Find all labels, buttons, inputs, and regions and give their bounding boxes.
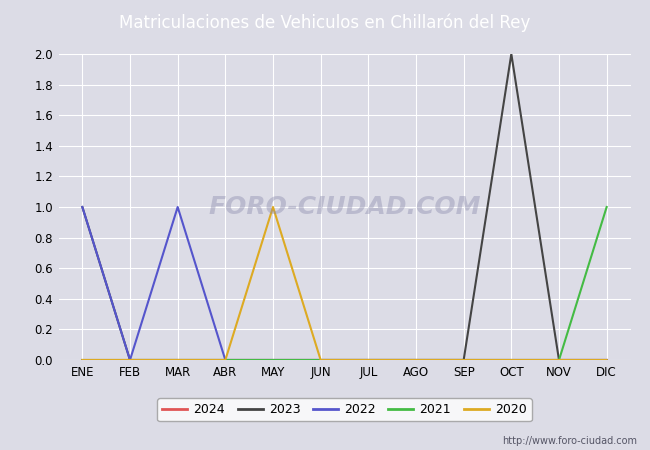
Text: http://www.foro-ciudad.com: http://www.foro-ciudad.com <box>502 436 637 446</box>
Text: FORO-CIUDAD.COM: FORO-CIUDAD.COM <box>208 195 481 219</box>
Legend: 2024, 2023, 2022, 2021, 2020: 2024, 2023, 2022, 2021, 2020 <box>157 398 532 421</box>
Text: Matriculaciones de Vehiculos en Chillarón del Rey: Matriculaciones de Vehiculos en Chillaró… <box>120 13 530 32</box>
